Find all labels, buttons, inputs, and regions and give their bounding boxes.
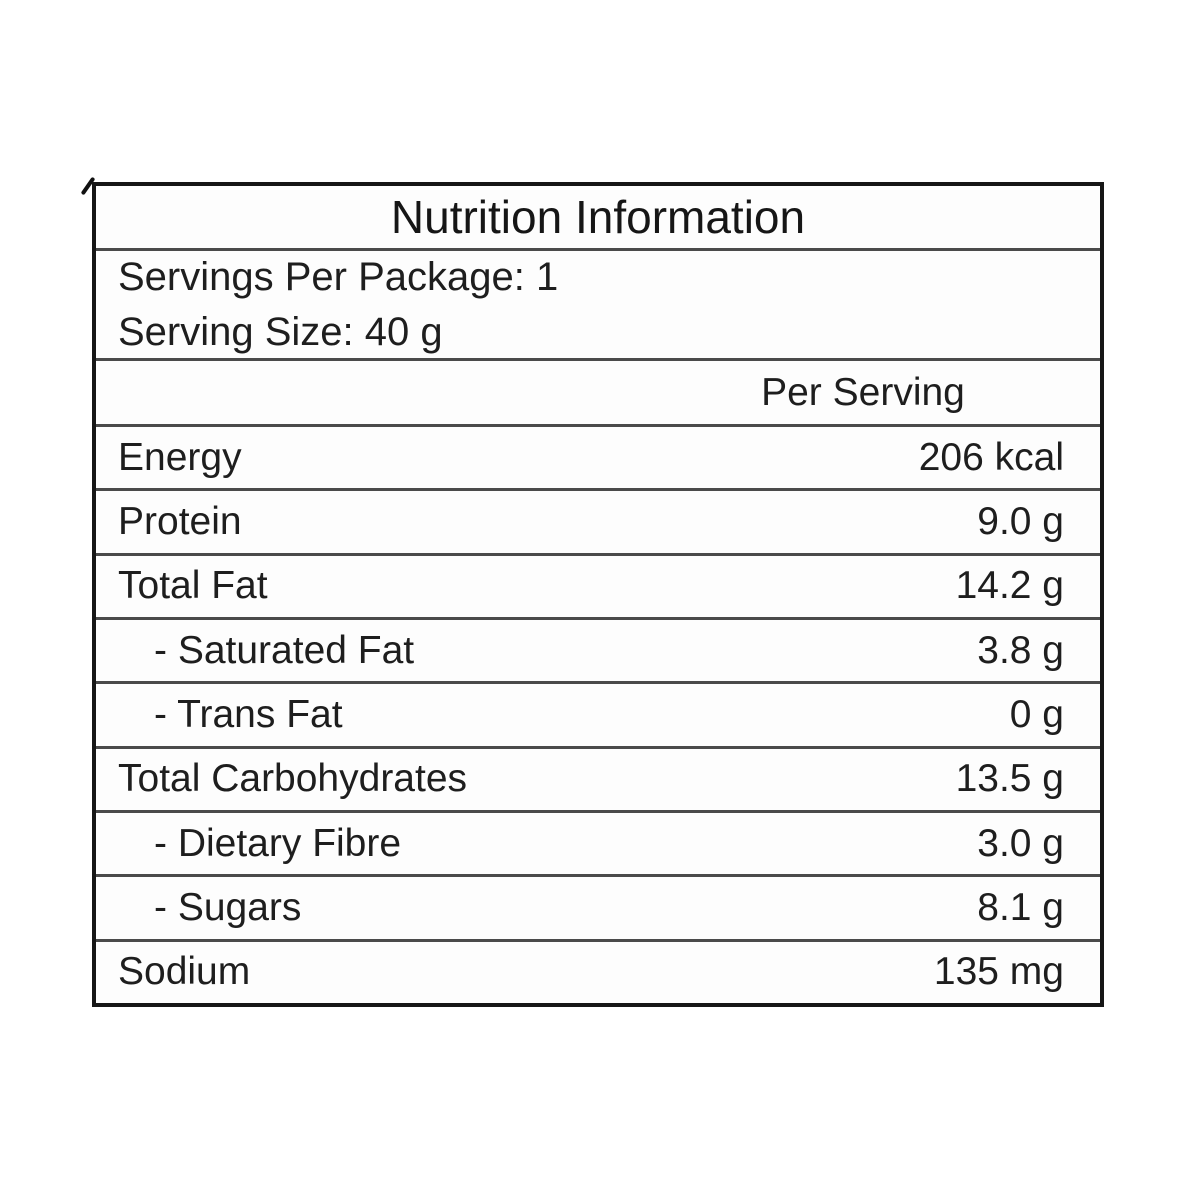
table-title-row: Nutrition Information <box>96 186 1100 248</box>
table-row-protein: Protein 9.0 g <box>96 488 1100 552</box>
row-label: Total Fat <box>118 564 268 608</box>
table-row-dietary-fibre: - Dietary Fibre 3.0 g <box>96 809 1100 874</box>
table-title: Nutrition Information <box>390 191 806 243</box>
row-value: 3.8 g <box>977 628 1064 672</box>
column-header-row: Per Serving <box>96 358 1100 424</box>
servings-per-package: Servings Per Package: 1 <box>118 254 559 299</box>
row-label: Protein <box>118 499 242 543</box>
nutrition-table: Nutrition Information Servings Per Packa… <box>92 182 1104 1007</box>
row-label: Total Carbohydrates <box>118 757 468 801</box>
row-value: 8.1 g <box>977 885 1064 929</box>
table-row-saturated-fat: - Saturated Fat 3.8 g <box>96 616 1100 681</box>
serving-size: Serving Size: 40 g <box>118 309 443 354</box>
table-row-total-fat: Total Fat 14.2 g <box>96 552 1100 617</box>
row-label: - Trans Fat <box>154 692 343 736</box>
row-label: Sodium <box>118 950 251 994</box>
row-label: - Saturated Fat <box>154 628 415 672</box>
serving-info-row: Servings Per Package: 1 Serving Size: 40… <box>96 248 1100 358</box>
table-row-energy: Energy 206 kcal <box>96 424 1100 488</box>
table-row-total-carbohydrates: Total Carbohydrates 13.5 g <box>96 745 1100 810</box>
row-label: - Sugars <box>154 885 302 929</box>
table-row-sugars: - Sugars 8.1 g <box>96 874 1100 938</box>
row-value: 13.5 g <box>955 757 1064 801</box>
row-label: Energy <box>118 435 242 479</box>
row-value: 14.2 g <box>955 564 1064 608</box>
row-label: - Dietary Fibre <box>154 821 402 865</box>
row-value: 9.0 g <box>977 499 1064 543</box>
row-value: 206 kcal <box>918 435 1064 479</box>
row-value: 0 g <box>1009 692 1064 736</box>
column-header-per-serving: Per Serving <box>761 370 965 414</box>
table-row-trans-fat: - Trans Fat 0 g <box>96 681 1100 745</box>
row-value: 3.0 g <box>977 821 1064 865</box>
row-value: 135 mg <box>933 950 1064 994</box>
table-row-sodium: Sodium 135 mg <box>96 938 1100 1003</box>
